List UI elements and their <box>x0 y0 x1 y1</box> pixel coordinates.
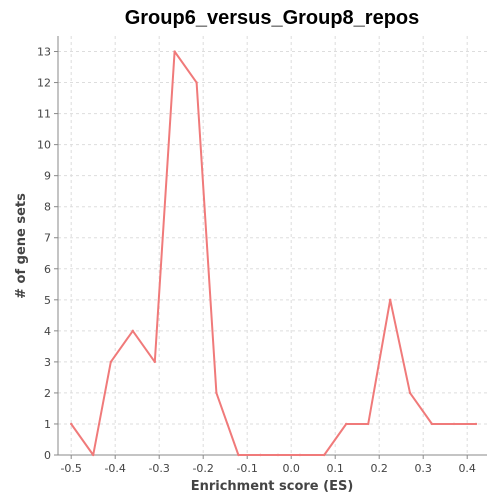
series-line <box>70 50 476 456</box>
x-tick-label: 0.3 <box>414 462 432 475</box>
x-tick-label: 0.1 <box>326 462 344 475</box>
y-tick-label: 7 <box>44 232 51 245</box>
y-tick-label: 3 <box>44 356 51 369</box>
y-tick-label: 9 <box>44 170 51 183</box>
data-point <box>109 360 113 364</box>
y-tick-label: 2 <box>44 387 51 400</box>
y-tick-label: 8 <box>44 201 51 214</box>
y-tick-label: 11 <box>37 108 51 121</box>
x-tick-label: 0.2 <box>370 462 388 475</box>
y-tick-label: 13 <box>37 46 51 59</box>
x-tick-label: -0.2 <box>192 462 213 475</box>
data-point <box>131 329 134 333</box>
data-point <box>345 422 348 426</box>
data-point <box>452 422 456 426</box>
y-tick-label: 0 <box>44 449 51 462</box>
y-tick-label: 5 <box>44 294 51 307</box>
x-tick-label: -0.5 <box>60 462 81 475</box>
data-point <box>215 391 218 395</box>
y-tick-label: 4 <box>44 325 51 338</box>
series-group <box>70 50 478 457</box>
x-tick-label: 0.0 <box>282 462 300 475</box>
data-point <box>153 360 156 364</box>
chart-title: Group6_versus_Group8_repos <box>125 7 420 29</box>
x-axis-label: Enrichment score (ES) <box>191 479 354 494</box>
data-point <box>92 453 95 457</box>
y-tick-label: 1 <box>44 418 51 431</box>
data-point <box>237 453 240 457</box>
data-point <box>389 298 392 302</box>
x-tick-label: 0.4 <box>458 462 476 475</box>
x-tick-label: -0.4 <box>104 462 125 475</box>
data-point <box>276 453 280 457</box>
data-point <box>195 81 198 84</box>
y-tick-label: 12 <box>37 77 51 90</box>
data-point <box>408 391 412 395</box>
data-point <box>367 422 370 426</box>
y-tick-label: 6 <box>44 263 51 276</box>
y-axis-label: # of gene sets <box>14 193 29 299</box>
data-point <box>474 422 478 426</box>
data-point <box>430 422 434 426</box>
data-point <box>323 453 326 457</box>
x-axis-ticks: -0.5 -0.4 -0.3 -0.2 -0.1 0.0 0.1 0.2 0.3 0.4 <box>60 455 476 475</box>
x-tick-label: -0.3 <box>148 462 169 475</box>
axes <box>57 36 487 456</box>
x-tick-label: -0.1 <box>236 462 257 475</box>
y-tick-label: 10 <box>37 139 51 152</box>
data-point <box>298 453 302 457</box>
data-point <box>259 453 262 457</box>
data-point <box>70 422 73 426</box>
grid <box>58 36 487 456</box>
data-point <box>173 50 176 53</box>
